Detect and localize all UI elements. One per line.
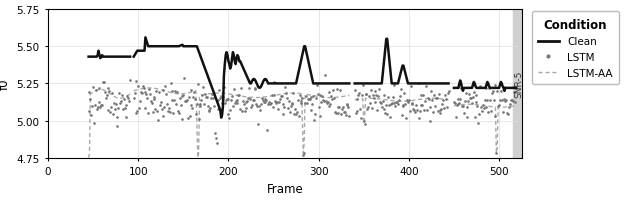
Text: SNR-5: SNR-5 (514, 70, 523, 98)
Legend: Clean, LSTM, LSTM-AA: Clean, LSTM, LSTM-AA (532, 12, 619, 85)
Y-axis label: f0: f0 (0, 78, 11, 90)
X-axis label: Frame: Frame (266, 182, 303, 195)
Bar (513, 10, 522, 158)
